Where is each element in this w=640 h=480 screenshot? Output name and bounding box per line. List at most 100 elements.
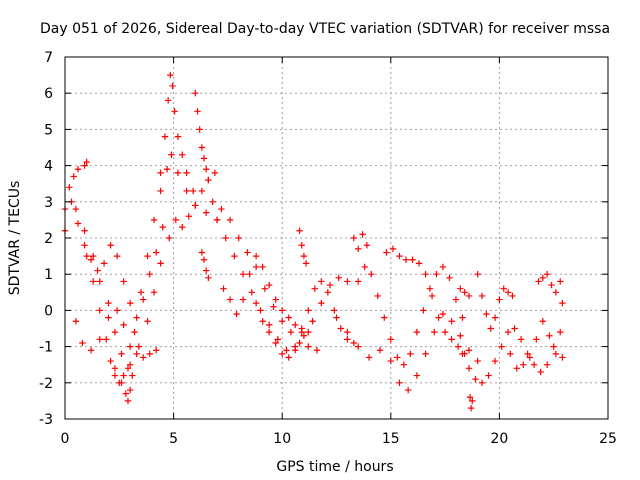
data-point — [344, 278, 351, 285]
data-point — [172, 216, 179, 224]
series-track-24 — [474, 271, 516, 332]
axis-ticks: 0 5 10 15 20 25 -3 -2 -1 0 1 2 3 4 5 6 7 — [39, 50, 617, 447]
x-axis-label: GPS time / hours — [276, 459, 393, 475]
data-point — [415, 260, 423, 267]
series-track-11 — [198, 249, 212, 282]
data-point — [407, 350, 414, 358]
data-point — [465, 365, 473, 372]
data-point — [122, 390, 130, 397]
data-point — [235, 234, 242, 242]
data-point — [318, 278, 325, 285]
y-tick-label: 4 — [44, 159, 53, 175]
data-point — [331, 307, 338, 314]
data-point — [439, 310, 447, 318]
data-point — [465, 292, 473, 300]
data-point — [533, 336, 540, 343]
data-point — [422, 350, 429, 358]
data-point — [402, 256, 410, 263]
data-point — [118, 379, 125, 386]
data-point — [548, 281, 555, 289]
data-point — [198, 249, 206, 256]
series-track-8 — [157, 71, 197, 195]
data-point — [433, 271, 440, 278]
data-point — [120, 372, 127, 379]
y-tick-label: 5 — [44, 122, 53, 138]
series-track-18 — [350, 231, 371, 253]
data-point — [252, 263, 260, 271]
data-point — [202, 209, 210, 216]
data-point — [335, 274, 342, 282]
y-tick-label: 1 — [44, 267, 53, 283]
data-point — [113, 307, 121, 314]
series-track-5 — [83, 252, 123, 386]
data-point — [157, 169, 164, 177]
data-point — [205, 274, 212, 282]
data-point — [213, 216, 221, 224]
data-point — [131, 328, 138, 336]
data-point — [537, 368, 544, 376]
y-tick-label: -2 — [39, 376, 53, 392]
data-point — [413, 328, 421, 336]
data-point — [287, 328, 295, 336]
data-point — [265, 328, 273, 336]
chart-title: Day 051 of 2026, Sidereal Day-to-day VTE… — [40, 21, 610, 37]
data-point — [365, 354, 373, 361]
data-point — [396, 252, 403, 260]
data-point — [381, 314, 388, 321]
x-tick-label: 0 — [61, 431, 70, 447]
data-point — [124, 365, 132, 372]
data-point — [144, 318, 151, 325]
data-point — [179, 151, 186, 158]
data-point — [504, 289, 512, 296]
data-point — [446, 274, 453, 282]
grid — [65, 57, 608, 419]
data-point — [552, 350, 560, 358]
data-point — [374, 292, 381, 300]
data-point — [144, 252, 151, 260]
data-point — [66, 184, 73, 191]
data-point — [302, 260, 310, 267]
data-point — [272, 339, 279, 347]
data-point — [487, 325, 494, 332]
data-point — [161, 133, 169, 140]
data-point — [459, 350, 466, 358]
data-point — [111, 328, 119, 336]
data-point — [296, 339, 303, 347]
data-point — [211, 169, 219, 177]
data-point — [511, 325, 518, 332]
data-point — [168, 151, 175, 158]
data-point — [169, 82, 176, 90]
x-tick-label: 10 — [273, 431, 291, 447]
series-track-25 — [507, 318, 566, 372]
x-tick-label: 25 — [599, 431, 617, 447]
data-point — [324, 289, 332, 296]
data-point — [520, 361, 527, 368]
data-marks — [61, 71, 566, 412]
data-point — [283, 347, 290, 354]
data-point — [309, 318, 316, 325]
data-point — [244, 249, 251, 256]
data-point — [226, 216, 234, 224]
data-point — [83, 252, 90, 260]
data-point — [111, 365, 119, 372]
data-point — [105, 314, 112, 321]
data-point — [189, 187, 197, 195]
data-point — [74, 220, 82, 227]
data-point — [118, 350, 125, 358]
data-point — [239, 271, 247, 278]
data-point — [300, 332, 308, 339]
data-point — [218, 205, 225, 213]
data-point — [413, 372, 421, 379]
data-point — [157, 187, 164, 195]
data-point — [333, 314, 340, 321]
data-point — [355, 278, 362, 285]
data-point — [552, 289, 560, 296]
data-point — [467, 404, 475, 412]
y-tick-label: -1 — [39, 340, 53, 356]
data-point — [96, 336, 103, 343]
data-point — [233, 310, 240, 318]
data-point — [394, 354, 401, 361]
data-point — [198, 187, 206, 195]
data-point — [344, 336, 351, 343]
data-point — [546, 332, 553, 339]
